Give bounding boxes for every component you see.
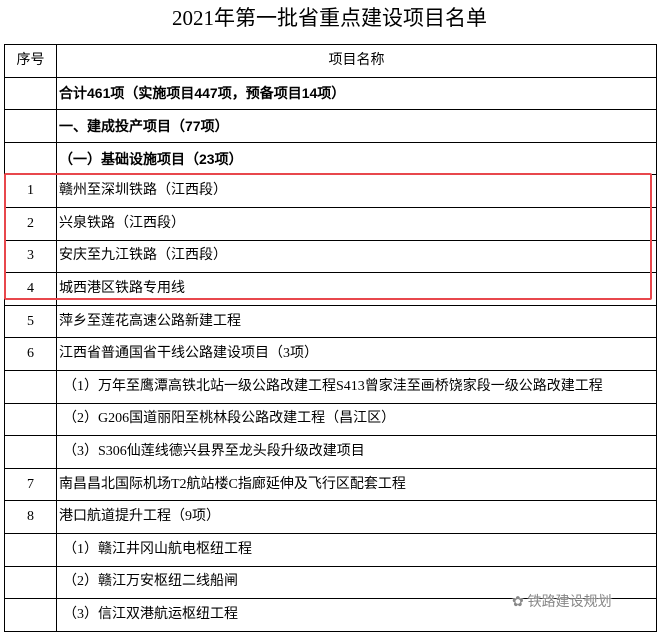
row-serial: [4, 141, 57, 176]
table-row: （一）基础设施项目（23项）: [4, 141, 657, 176]
table-row: （2）G206国道丽阳至桃林段公路改建工程（昌江区）: [4, 402, 657, 437]
watermark: ✿ 铁路建设规划: [512, 593, 612, 609]
row-serial: 5: [4, 304, 57, 339]
row-serial: 3: [4, 239, 57, 274]
table-row: 一、建成投产项目（77项）: [4, 109, 657, 143]
table-row: 2 兴泉铁路（江西段）: [4, 206, 657, 241]
row-project-name: 城西港区铁路专用线: [56, 272, 657, 306]
row-serial: 2: [4, 206, 57, 241]
row-project-name: （3）信江双港航运枢纽工程: [56, 598, 657, 632]
row-project-name: 一、建成投产项目（77项）: [56, 109, 657, 143]
row-serial: [4, 565, 57, 600]
table-row: 1 赣州至深圳铁路（江西段）: [4, 174, 657, 208]
table-row: 3 安庆至九江铁路（江西段）: [4, 239, 657, 274]
wechat-icon: ✿: [512, 593, 528, 609]
row-serial: 7: [4, 467, 57, 502]
table-row: （3）S306仙莲线德兴县界至龙头段升级改建项目: [4, 435, 657, 469]
row-project-name: 港口航道提升工程（9项）: [56, 500, 657, 534]
table-row: 4 城西港区铁路专用线: [4, 272, 657, 306]
row-project-name: （1）赣江井冈山航电枢纽工程: [56, 532, 657, 567]
row-serial: 1: [4, 174, 57, 208]
row-serial: [4, 109, 57, 143]
table-row: 5 萍乡至莲花高速公路新建工程: [4, 304, 657, 339]
row-serial: 4: [4, 272, 57, 306]
row-serial: [4, 435, 57, 469]
table-row: 7 南昌昌北国际机场T2航站楼C指廊延伸及飞行区配套工程: [4, 467, 657, 502]
row-serial: [4, 76, 57, 111]
row-project-name: 合计461项（实施项目447项，预备项目14项）: [56, 76, 657, 111]
row-project-name: 安庆至九江铁路（江西段）: [56, 239, 657, 274]
table-header-row: 序号 项目名称: [4, 44, 657, 78]
row-serial: 8: [4, 500, 57, 534]
table-row: （1）赣江井冈山航电枢纽工程: [4, 532, 657, 567]
table-row: 6 江西省普通国省干线公路建设项目（3项）: [4, 337, 657, 371]
row-serial: 6: [4, 337, 57, 371]
table-row: 8 港口航道提升工程（9项）: [4, 500, 657, 534]
row-project-name: （3）S306仙莲线德兴县界至龙头段升级改建项目: [56, 435, 657, 469]
row-project-name: （1）万年至鹰潭高铁北站一级公路改建工程S413曾家洼至画桥饶家段一级公路改建工…: [56, 369, 657, 404]
page-title: 2021年第一批省重点建设项目名单: [172, 6, 487, 30]
table-row: （1）万年至鹰潭高铁北站一级公路改建工程S413曾家洼至画桥饶家段一级公路改建工…: [4, 369, 657, 404]
row-project-name: 赣州至深圳铁路（江西段）: [56, 174, 657, 208]
row-project-name: （2）G206国道丽阳至桃林段公路改建工程（昌江区）: [56, 402, 657, 437]
row-serial: [4, 598, 57, 632]
row-project-name: （一）基础设施项目（23项）: [56, 141, 657, 176]
header-project-name: 项目名称: [56, 44, 657, 78]
header-serial: 序号: [4, 44, 57, 78]
row-serial: [4, 369, 57, 404]
table-row: 合计461项（实施项目447项，预备项目14项）: [4, 76, 657, 111]
row-serial: [4, 402, 57, 437]
row-project-name: 江西省普通国省干线公路建设项目（3项）: [56, 337, 657, 371]
row-serial: [4, 532, 57, 567]
row-project-name: 萍乡至莲花高速公路新建工程: [56, 304, 657, 339]
row-project-name: 兴泉铁路（江西段）: [56, 206, 657, 241]
project-table: 序号 项目名称 合计461项（实施项目447项，预备项目14项） 一、建成投产项目…: [4, 44, 657, 632]
row-project-name: 南昌昌北国际机场T2航站楼C指廊延伸及飞行区配套工程: [56, 467, 657, 502]
